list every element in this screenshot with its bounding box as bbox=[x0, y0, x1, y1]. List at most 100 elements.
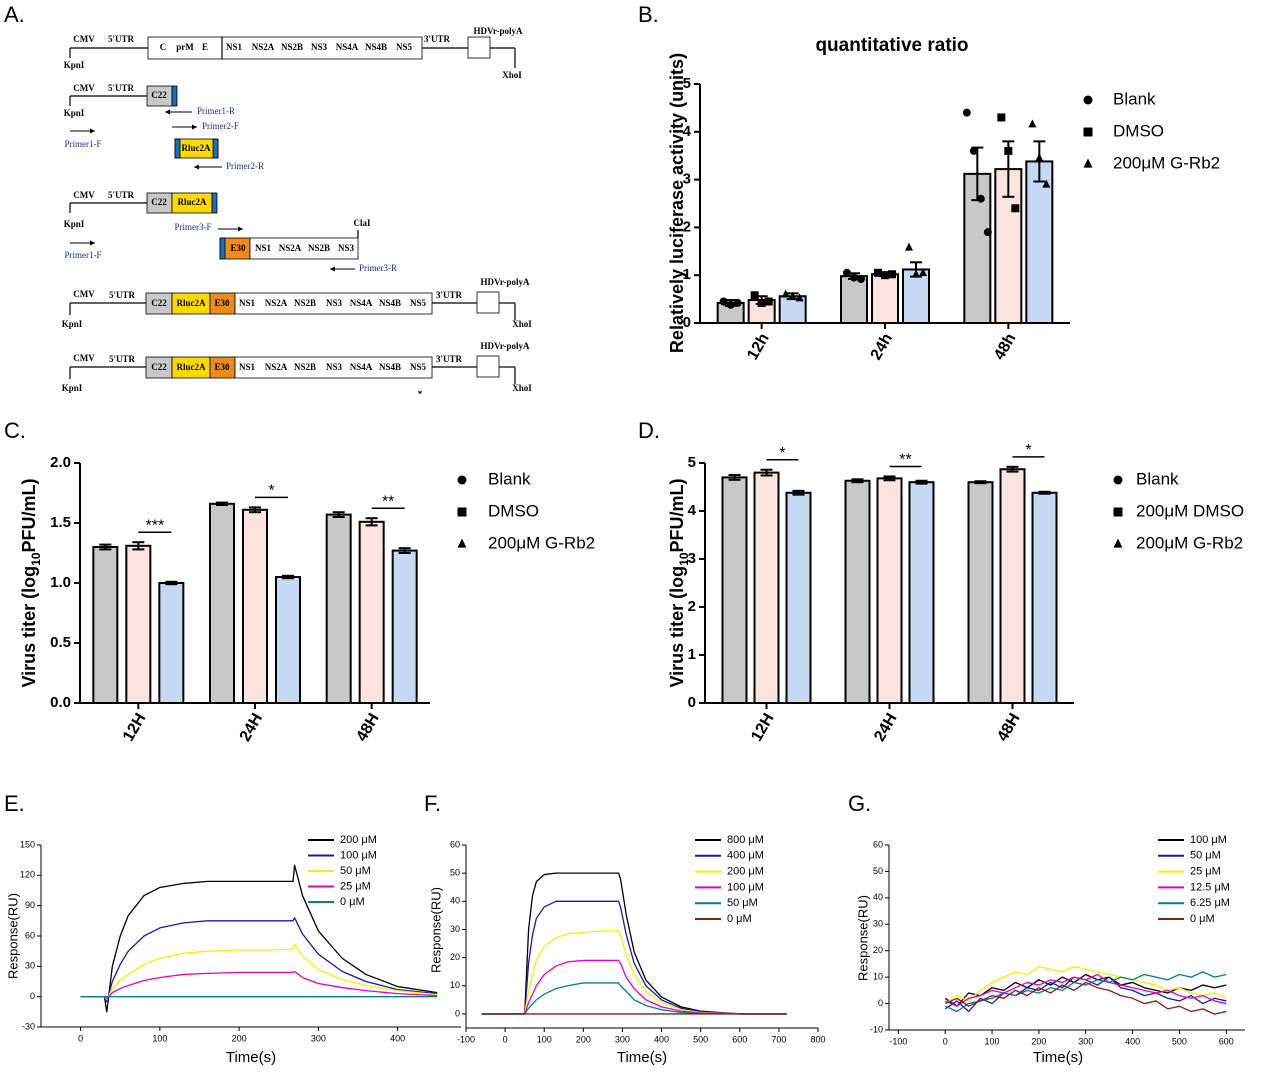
x-tick-label: 400 bbox=[1125, 1036, 1140, 1046]
x-tick-label: 200 bbox=[232, 1033, 247, 1043]
point bbox=[843, 268, 851, 277]
legend-label: Blank bbox=[1136, 469, 1179, 488]
x-tick-label: 200 bbox=[1031, 1036, 1046, 1046]
diagram-label: NS2B bbox=[294, 298, 316, 308]
gene-box bbox=[212, 138, 219, 159]
curve bbox=[481, 930, 787, 1015]
legend-label: Blank bbox=[1113, 89, 1156, 108]
point bbox=[962, 108, 971, 117]
diagram-label: 3'UTR bbox=[436, 290, 463, 300]
y-tick-label: 20 bbox=[873, 945, 883, 955]
legend-label: 200μM G-Rb2 bbox=[1113, 153, 1220, 172]
significance-label: * bbox=[1025, 442, 1031, 459]
y-tick-label: 0 bbox=[30, 991, 35, 1001]
x-tick-label: 500 bbox=[1172, 1036, 1187, 1046]
y-tick-label: 4 bbox=[683, 123, 692, 140]
point bbox=[1042, 179, 1051, 188]
bar bbox=[209, 502, 235, 704]
diagram-label: ClaI bbox=[353, 218, 371, 228]
y-tick-label: 3 bbox=[683, 171, 691, 188]
diagram-label: KpnI bbox=[62, 319, 83, 329]
chart-title: quantitative ratio bbox=[815, 35, 968, 56]
bar bbox=[358, 520, 385, 704]
legend-label: 200 μM bbox=[340, 834, 377, 846]
diagram-label: XhoI bbox=[512, 383, 532, 393]
diagram-label: Primer1-F bbox=[65, 139, 102, 149]
bar bbox=[391, 549, 418, 704]
diagram-label: E30 bbox=[214, 362, 230, 372]
y-tick-label: 2.0 bbox=[50, 454, 71, 471]
bar bbox=[876, 477, 903, 704]
y-axis-label-part: 10 bbox=[29, 552, 43, 566]
legend-label: 200μM G-Rb2 bbox=[1136, 533, 1243, 552]
point bbox=[905, 242, 913, 251]
diagram-label: NS1 bbox=[226, 42, 243, 52]
diagram-label: NS2A bbox=[265, 362, 288, 372]
y-axis-label-part: PFU/mL) bbox=[667, 478, 687, 552]
diagram-label: E30 bbox=[214, 298, 230, 308]
y-tick-label: 1 bbox=[683, 266, 691, 283]
y-tick-label: 2 bbox=[683, 218, 691, 235]
x-tick-label: 200 bbox=[576, 1034, 591, 1044]
diagram-label: C22 bbox=[151, 197, 167, 207]
legend-label: 50 μM bbox=[340, 865, 371, 877]
x-axis-label: Time(s) bbox=[226, 1049, 276, 1066]
curve bbox=[481, 959, 787, 1015]
diagram-label: KpnI bbox=[64, 108, 85, 118]
curve bbox=[944, 981, 1227, 1015]
point bbox=[857, 275, 865, 284]
point bbox=[1011, 204, 1020, 213]
point bbox=[881, 271, 889, 280]
diagram-label: * bbox=[418, 389, 423, 399]
point bbox=[781, 289, 790, 298]
y-tick-label: 60 bbox=[25, 930, 35, 940]
diagram-label: KpnI bbox=[64, 219, 85, 229]
y-tick-label: 150 bbox=[20, 839, 35, 849]
diagram-label: NS4A bbox=[336, 42, 359, 52]
legend-label: 0 μM bbox=[1190, 913, 1215, 925]
bar bbox=[1031, 491, 1058, 705]
x-tick-label: 300 bbox=[615, 1034, 630, 1044]
arrow-head bbox=[90, 128, 95, 134]
bar bbox=[908, 481, 935, 705]
y-axis-label-part: Virus titer (log bbox=[667, 566, 687, 688]
y-tick-label: 1.5 bbox=[50, 514, 71, 531]
gene-box bbox=[211, 192, 218, 214]
point bbox=[888, 270, 896, 279]
point bbox=[719, 297, 728, 306]
y-tick-label: -30 bbox=[22, 1021, 35, 1031]
diagram-label: NS4A bbox=[350, 362, 373, 372]
x-tick-label: 300 bbox=[1078, 1036, 1093, 1046]
point bbox=[919, 268, 927, 277]
diagram-label: 3'UTR bbox=[424, 34, 451, 44]
hdv-box bbox=[476, 355, 500, 378]
legend-label: 100 μM bbox=[1190, 834, 1227, 846]
bar bbox=[275, 576, 301, 704]
y-tick-label: 60 bbox=[873, 839, 883, 849]
point bbox=[788, 291, 797, 300]
diagram-label: Rluc2A bbox=[182, 143, 212, 153]
diagram-label: NS5 bbox=[396, 42, 413, 52]
diagram-label: E bbox=[202, 42, 208, 52]
diagram-label: NS2A bbox=[279, 243, 302, 253]
y-axis-label: Relatively luciferase activity (units) bbox=[667, 53, 687, 353]
y-tick-label: 10 bbox=[873, 972, 883, 982]
bar bbox=[871, 273, 899, 324]
x-tick-label: 300 bbox=[311, 1033, 326, 1043]
diagram-label: C22 bbox=[151, 90, 167, 100]
legend-label: 25 μM bbox=[1190, 866, 1221, 878]
x-tick-label: 100 bbox=[152, 1033, 167, 1043]
y-tick-label: 4 bbox=[688, 502, 697, 519]
legend-label: 400 μM bbox=[727, 850, 764, 862]
diagram-label: Rluc2A bbox=[177, 298, 207, 308]
legend-label: 50 μM bbox=[1190, 850, 1221, 862]
y-tick-label: 90 bbox=[25, 900, 35, 910]
point bbox=[457, 507, 467, 517]
x-tick-label: 400 bbox=[390, 1033, 405, 1043]
bar bbox=[967, 481, 994, 705]
bar bbox=[999, 468, 1026, 704]
diagram-label: NS5 bbox=[410, 298, 427, 308]
point bbox=[726, 300, 735, 309]
y-axis-label-part: PFU/mL) bbox=[19, 478, 39, 552]
